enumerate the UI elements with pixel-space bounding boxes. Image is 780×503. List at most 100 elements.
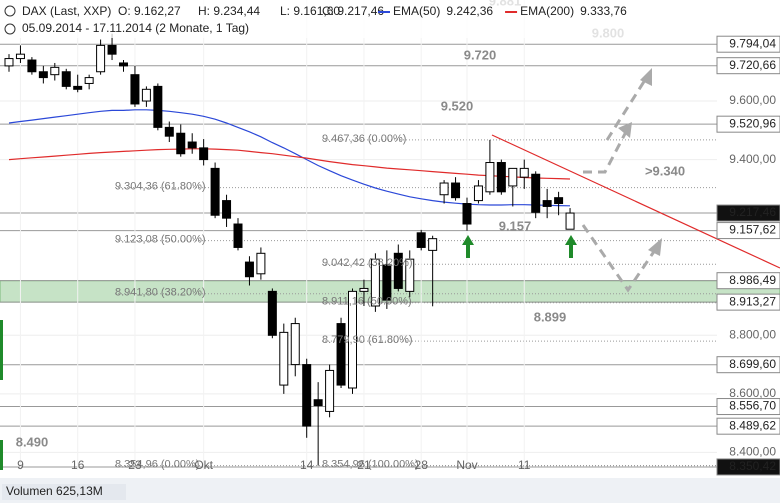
icon (4, 23, 16, 35)
fib-label: 8.911,16 (50.00%) (322, 296, 412, 308)
candle-body (15, 53, 25, 60)
level-label: 8.986,49 (729, 273, 776, 287)
ema-line (8, 148, 571, 180)
volume-pane (0, 478, 780, 503)
legend-label: EMA(200) (520, 4, 574, 18)
level-label: 8.556,70 (729, 399, 776, 413)
fib-label: 8.354,96 (0.00%) (115, 459, 199, 471)
marker (0, 440, 3, 470)
candle-body (508, 167, 518, 187)
annotation: >9.340 (645, 163, 685, 178)
y-tick-label: 8.600,00 (729, 386, 776, 400)
level-box (716, 417, 780, 435)
plot (4, 33, 575, 466)
y-tick-label: 9.600,00 (729, 93, 776, 107)
candle-body (565, 212, 575, 230)
candle-body (84, 77, 94, 84)
candle-body (348, 290, 357, 389)
x-tick-label: 9 (17, 458, 24, 472)
candle-body (462, 203, 472, 225)
candle-body (61, 71, 71, 87)
candle-body (405, 258, 415, 292)
fib-label: 9.123,08 (50.00%) (115, 234, 206, 246)
level-label: 8.699,60 (729, 357, 776, 371)
annotation: 8.490 (16, 434, 49, 449)
candle-body (302, 364, 312, 427)
candle-body (267, 290, 277, 336)
x-tick-label: Okt (194, 458, 213, 472)
candle-body (27, 59, 37, 73)
annotation: 9.720 (464, 47, 497, 62)
candle-body (256, 252, 266, 275)
candle-body (325, 369, 335, 412)
candle-body (473, 185, 483, 202)
arrow-head (618, 68, 652, 138)
level-label: 8.350,42 (729, 459, 776, 473)
level-box (716, 356, 780, 374)
candle-body (119, 62, 128, 67)
level-box (716, 57, 780, 75)
candle-body (531, 173, 541, 213)
y-tick-label: 8.800,00 (729, 327, 776, 341)
subtitle: 05.09.2014 - 17.11.2014 (2 Monate, 1 Tag… (22, 21, 249, 35)
candle-body (153, 85, 163, 128)
x-tick-label: Nov (456, 458, 477, 472)
volume-label-bg (2, 484, 126, 500)
icon (4, 5, 16, 17)
candle-body (370, 258, 380, 307)
candle-body (428, 238, 438, 251)
candle-body (50, 66, 60, 76)
candle-body (244, 261, 254, 278)
candle-body (38, 71, 48, 79)
candle-body (416, 232, 426, 248)
level-box (716, 115, 780, 133)
level-box (716, 222, 780, 240)
legend-value: 9.333,76 (580, 4, 627, 18)
level-label: 8.913,27 (729, 294, 776, 308)
level-label: 9.720,66 (729, 58, 776, 72)
annotation: 9.157 (499, 218, 532, 233)
annotation: 8.899 (534, 309, 567, 324)
fib-label: 8.354,96 (100.00%) (322, 459, 419, 471)
candle-body (187, 141, 197, 149)
candle-body (451, 182, 461, 199)
candle-body (519, 167, 529, 178)
candle-body (210, 167, 220, 216)
legend-value: 9.242,36 (446, 4, 493, 18)
level-box (716, 204, 780, 222)
candle-body (485, 162, 495, 193)
level-box (716, 272, 780, 290)
candle-body (130, 74, 140, 105)
candle-body (290, 323, 300, 366)
candle-body (439, 182, 449, 196)
ohlc: C: 9.217,46 (322, 4, 384, 18)
ema-line (8, 109, 571, 207)
candle-body (73, 85, 83, 90)
ohlc: O: 9.162,27 (118, 4, 181, 18)
x-tick-label: 14 (300, 458, 314, 472)
level-label: 9.217,46 (729, 205, 776, 219)
candle-body (382, 264, 392, 301)
scenario-arrow (583, 127, 630, 174)
arrow-head (648, 238, 662, 256)
x-tick-label: 16 (71, 458, 85, 472)
scenario-arrow (605, 79, 647, 141)
y-tick-label: 8.400,00 (729, 445, 776, 459)
x-tick-label: 11 (518, 458, 531, 472)
overlay: 8.400,00 8.600,00 8.800,00 9.400,00 9.600,00… (16, 0, 780, 476)
level-box (716, 35, 780, 53)
level-label: 8.489,62 (729, 418, 776, 432)
candle-body (313, 399, 323, 407)
header-bg (0, 0, 640, 38)
trend-line (491, 134, 780, 269)
volume-label: Volumen 625,13M (6, 484, 103, 498)
candle-body (107, 44, 117, 55)
candle-body (336, 323, 346, 386)
legend-label: EMA(50) (393, 4, 440, 18)
fib-label: 9.467,36 (0.00%) (322, 133, 406, 145)
marker (0, 320, 3, 380)
candle-body (496, 162, 506, 193)
candle-body (554, 197, 564, 205)
